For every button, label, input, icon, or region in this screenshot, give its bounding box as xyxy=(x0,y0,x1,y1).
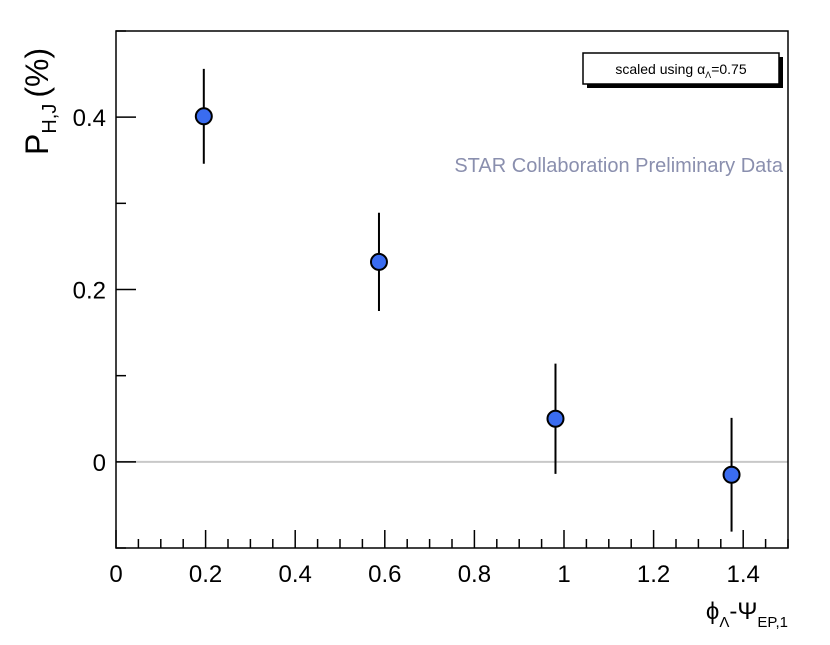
x-tick-label: 1.4 xyxy=(727,561,760,588)
data-point xyxy=(194,107,213,126)
legend-box: scaled using αΛ=0.75 xyxy=(582,52,783,88)
legend-text: scaled using αΛ=0.75 xyxy=(615,61,746,80)
x-axis-tick-labels: 0 0.2 0.4 0.6 0.8 1 1.2 1.4 xyxy=(109,561,760,588)
x-tick-label: 0.4 xyxy=(279,561,312,588)
data-points xyxy=(194,107,741,484)
y-tick-label: 0 xyxy=(93,450,106,477)
x-tick-label: 1.2 xyxy=(637,561,670,588)
x-tick-label: 0.6 xyxy=(368,561,401,588)
data-point xyxy=(722,465,741,484)
data-point xyxy=(369,252,388,271)
preliminary-annotation: STAR Collaboration Preliminary Data xyxy=(454,155,784,177)
plot-frame xyxy=(115,30,789,549)
data-point xyxy=(546,409,565,428)
x-tick-label: 0.8 xyxy=(458,561,491,588)
y-axis-ticks xyxy=(116,30,136,549)
y-tick-label: 0.2 xyxy=(73,278,106,305)
x-tick-label: 0.2 xyxy=(189,561,222,588)
y-axis-tick-labels: 0 0.2 0.4 xyxy=(73,105,106,477)
x-axis-ticks xyxy=(115,530,789,548)
x-tick-label: 1 xyxy=(557,561,570,588)
y-axis-title: PH,J(%) xyxy=(19,48,61,155)
x-axis-title: ϕΛ-ΨEP,1 xyxy=(706,598,788,631)
y-tick-label: 0.4 xyxy=(73,105,106,132)
x-tick-label: 0 xyxy=(109,561,122,588)
